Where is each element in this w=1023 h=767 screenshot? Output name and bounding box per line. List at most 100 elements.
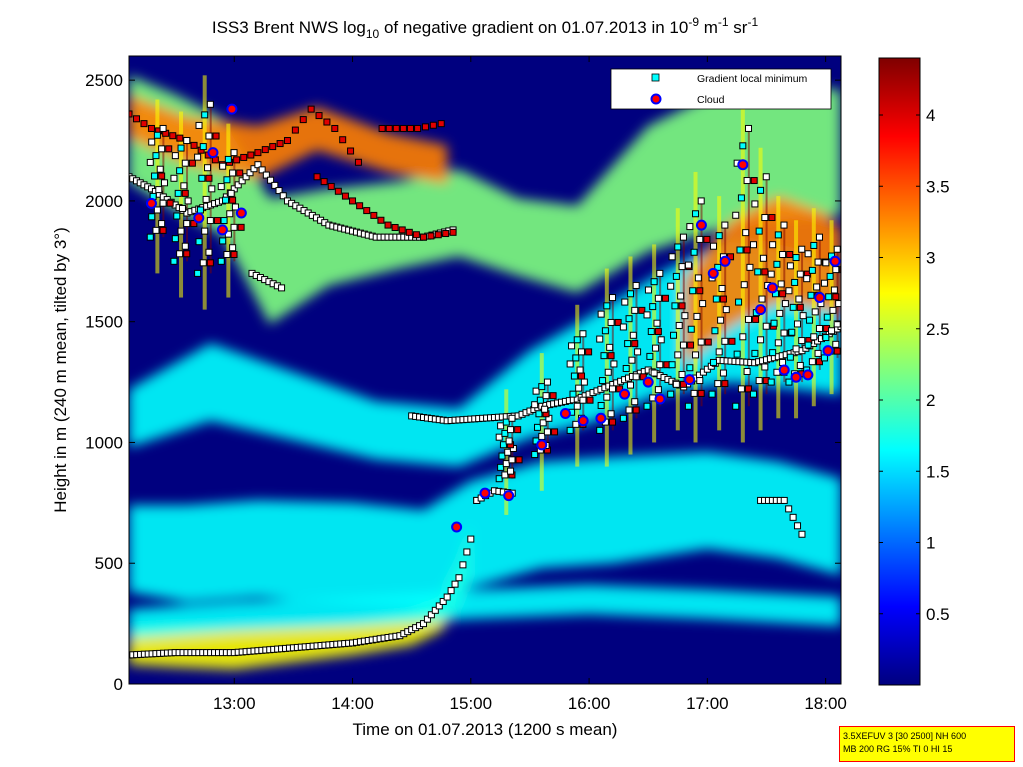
gradient-minimum-marker xyxy=(828,327,836,335)
cloud-marker xyxy=(829,255,841,267)
gradient-minimum-marker xyxy=(178,204,186,212)
gradient-minimum-marker xyxy=(634,348,642,356)
heatmap-streak xyxy=(693,171,698,443)
cloud-marker xyxy=(814,292,826,304)
title-part: of negative gradient on 01.07.2013 in 10 xyxy=(379,18,688,37)
gradient-minimum-marker xyxy=(631,398,639,406)
gradient-minimum-marker xyxy=(833,245,841,253)
gradient-minimum-marker xyxy=(814,258,822,266)
x-tick-label: 15:00 xyxy=(450,694,493,713)
gradient-minimum-marker xyxy=(431,606,439,614)
gradient-maximum-marker xyxy=(276,140,284,148)
gradient-minimum-marker xyxy=(687,325,695,333)
gradient-minimum-marker xyxy=(835,300,841,308)
gradient-minimum-marker xyxy=(230,223,238,231)
gradient-maximum-marker xyxy=(679,380,687,388)
gradient-minimum-marker xyxy=(769,349,777,357)
gradient-minimum-marker xyxy=(234,181,242,189)
gradient-maximum-marker xyxy=(349,197,357,205)
gradient-minimum-marker xyxy=(224,155,232,163)
gradient-minimum-marker xyxy=(597,401,605,409)
gradient-maximum-marker xyxy=(247,151,255,159)
gradient-minimum-marker xyxy=(677,292,685,300)
gradient-minimum-marker xyxy=(158,220,166,228)
gradient-minimum-marker xyxy=(531,451,539,459)
gradient-minimum-marker xyxy=(789,513,797,521)
gradient-maximum-marker xyxy=(205,174,213,182)
gradient-minimum-marker xyxy=(501,429,509,437)
gradient-maximum-marker xyxy=(327,182,335,190)
gradient-maximum-marker xyxy=(608,418,616,426)
gradient-minimum-marker xyxy=(686,223,694,231)
gradient-minimum-marker xyxy=(534,423,542,431)
cloud-marker xyxy=(719,255,731,267)
gradient-minimum-marker xyxy=(803,275,811,283)
gradient-minimum-marker xyxy=(822,334,830,342)
gradient-minimum-marker xyxy=(736,246,744,254)
cloud-marker xyxy=(654,393,666,405)
gradient-minimum-marker xyxy=(531,401,539,409)
gradient-minimum-marker xyxy=(690,389,698,397)
cloud-marker xyxy=(479,487,491,499)
gradient-minimum-marker xyxy=(205,248,213,256)
gradient-minimum-marker xyxy=(708,390,716,398)
gradient-minimum-marker xyxy=(603,302,611,310)
gradient-minimum-marker xyxy=(654,294,662,302)
gradient-minimum-marker xyxy=(672,380,680,388)
gradient-maximum-marker xyxy=(607,352,615,360)
gradient-maximum-marker xyxy=(190,220,198,228)
cloud-marker xyxy=(216,224,228,236)
gradient-minimum-marker xyxy=(629,331,637,339)
cloud-marker xyxy=(619,388,631,400)
gradient-maximum-marker xyxy=(549,392,557,400)
gradient-minimum-marker xyxy=(715,348,723,356)
x-tick-label: 16:00 xyxy=(568,694,611,713)
gradient-minimum-marker xyxy=(238,177,246,185)
gradient-minimum-marker xyxy=(743,177,751,185)
gradient-minimum-marker xyxy=(242,173,250,181)
heatmap-streak xyxy=(675,208,680,431)
gradient-minimum-marker xyxy=(156,165,164,173)
gradient-minimum-marker xyxy=(674,243,682,251)
gradient-maximum-marker xyxy=(269,143,277,151)
gradient-minimum-marker xyxy=(155,186,163,194)
gradient-maximum-marker xyxy=(429,121,437,129)
gradient-minimum-marker xyxy=(679,233,687,241)
gradient-minimum-marker xyxy=(566,426,574,434)
gradient-minimum-marker xyxy=(755,377,763,385)
gradient-minimum-marker xyxy=(601,327,609,335)
gradient-maximum-marker xyxy=(188,159,196,167)
gradient-minimum-marker xyxy=(223,251,231,259)
cloud-marker xyxy=(778,364,790,376)
gradient-minimum-marker xyxy=(208,185,216,193)
gradient-minimum-marker xyxy=(619,323,627,331)
gradient-minimum-marker xyxy=(467,535,475,543)
gradient-minimum-marker xyxy=(495,475,503,483)
gradient-minimum-marker xyxy=(572,354,580,362)
gradient-minimum-marker xyxy=(808,358,816,366)
gradient-maximum-marker xyxy=(839,266,841,274)
gradient-minimum-marker xyxy=(815,324,823,332)
gradient-minimum-marker xyxy=(146,158,154,166)
gradient-minimum-marker xyxy=(508,456,516,464)
gradient-minimum-marker xyxy=(275,187,283,195)
gradient-minimum-marker xyxy=(160,179,168,187)
title-part: sr xyxy=(729,18,748,37)
cloud-marker xyxy=(503,490,515,502)
gradient-maximum-marker xyxy=(399,124,407,132)
gradient-minimum-marker xyxy=(804,250,812,258)
gradient-maximum-marker xyxy=(631,340,639,348)
gradient-minimum-marker xyxy=(536,396,544,404)
gradient-minimum-marker xyxy=(451,580,459,588)
gradient-minimum-marker xyxy=(572,420,580,428)
gradient-maximum-marker xyxy=(414,124,422,132)
gradient-maximum-marker xyxy=(437,120,445,128)
gradient-minimum-marker xyxy=(769,241,777,249)
plot-frame xyxy=(128,55,842,685)
gradient-maximum-marker xyxy=(661,294,669,302)
gradient-minimum-marker xyxy=(250,165,258,173)
gradient-minimum-marker xyxy=(789,303,797,311)
gradient-minimum-marker xyxy=(779,251,787,259)
gradient-minimum-marker xyxy=(153,131,161,139)
gradient-minimum-marker xyxy=(176,250,184,258)
